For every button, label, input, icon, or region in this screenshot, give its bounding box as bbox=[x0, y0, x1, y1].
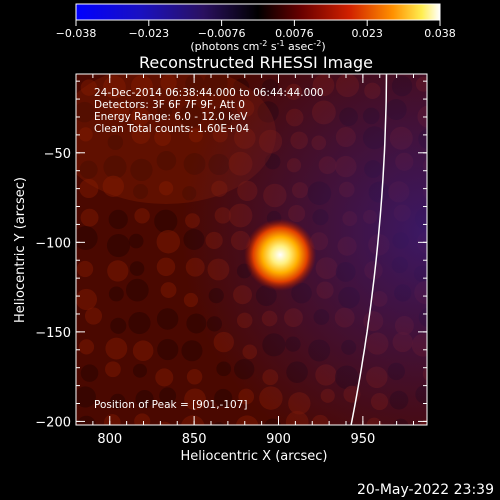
y-tick-label: −150 bbox=[35, 326, 71, 341]
y-tick-label: −100 bbox=[35, 236, 71, 251]
heatmap-image bbox=[76, 74, 427, 425]
solar-limb bbox=[350, 74, 388, 425]
x-tick-label: 950 bbox=[350, 432, 375, 447]
info-line-3: Energy Range: 6.0 - 12.0 keV bbox=[94, 111, 248, 123]
y-axis-label: Heliocentric Y (arcsec) bbox=[13, 177, 28, 323]
colorbar-tick-label: −0.038 bbox=[56, 27, 97, 40]
colorbar-tick-label: −0.023 bbox=[128, 27, 169, 40]
colorbar-ticks: −0.038 −0.023 −0.0076 0.0076 0.023 0.038 bbox=[56, 20, 456, 40]
colorbar-tick-label: −0.0076 bbox=[198, 27, 246, 40]
peak-position-label: Position of Peak = [901,-107] bbox=[94, 399, 248, 411]
info-line-4: Clean Total counts: 1.60E+04 bbox=[94, 123, 249, 135]
footer-timestamp: 20-May-2022 23:39 bbox=[357, 482, 494, 498]
x-tick-label: 800 bbox=[97, 432, 122, 447]
colorbar-tick-label: 0.0076 bbox=[275, 27, 314, 40]
colorbar-unit: (photons cm-2 s-1 asec-2) bbox=[190, 39, 325, 53]
info-line-2: Detectors: 3F 6F 7F 9F, Att 0 bbox=[94, 99, 245, 111]
x-axis-label: Heliocentric X (arcsec) bbox=[181, 449, 328, 464]
y-tick-label: −200 bbox=[35, 415, 71, 430]
colorbar-tick-label: 0.038 bbox=[424, 27, 456, 40]
colorbar-tick-label: 0.023 bbox=[351, 27, 383, 40]
x-tick-label: 850 bbox=[182, 432, 207, 447]
plot-frame bbox=[75, 73, 428, 426]
info-line-1: 24-Dec-2014 06:38:44.000 to 06:44:44.000 bbox=[94, 87, 324, 99]
y-tick-label: −50 bbox=[44, 147, 71, 162]
x-axis: 800 850 900 950 bbox=[92, 74, 414, 447]
chart-title: Reconstructed RHESSI Image bbox=[139, 53, 373, 72]
x-tick-label: 900 bbox=[266, 432, 291, 447]
colorbar bbox=[75, 3, 441, 21]
y-axis: −50 −100 −150 −200 bbox=[35, 80, 427, 430]
peak-source bbox=[244, 218, 317, 291]
